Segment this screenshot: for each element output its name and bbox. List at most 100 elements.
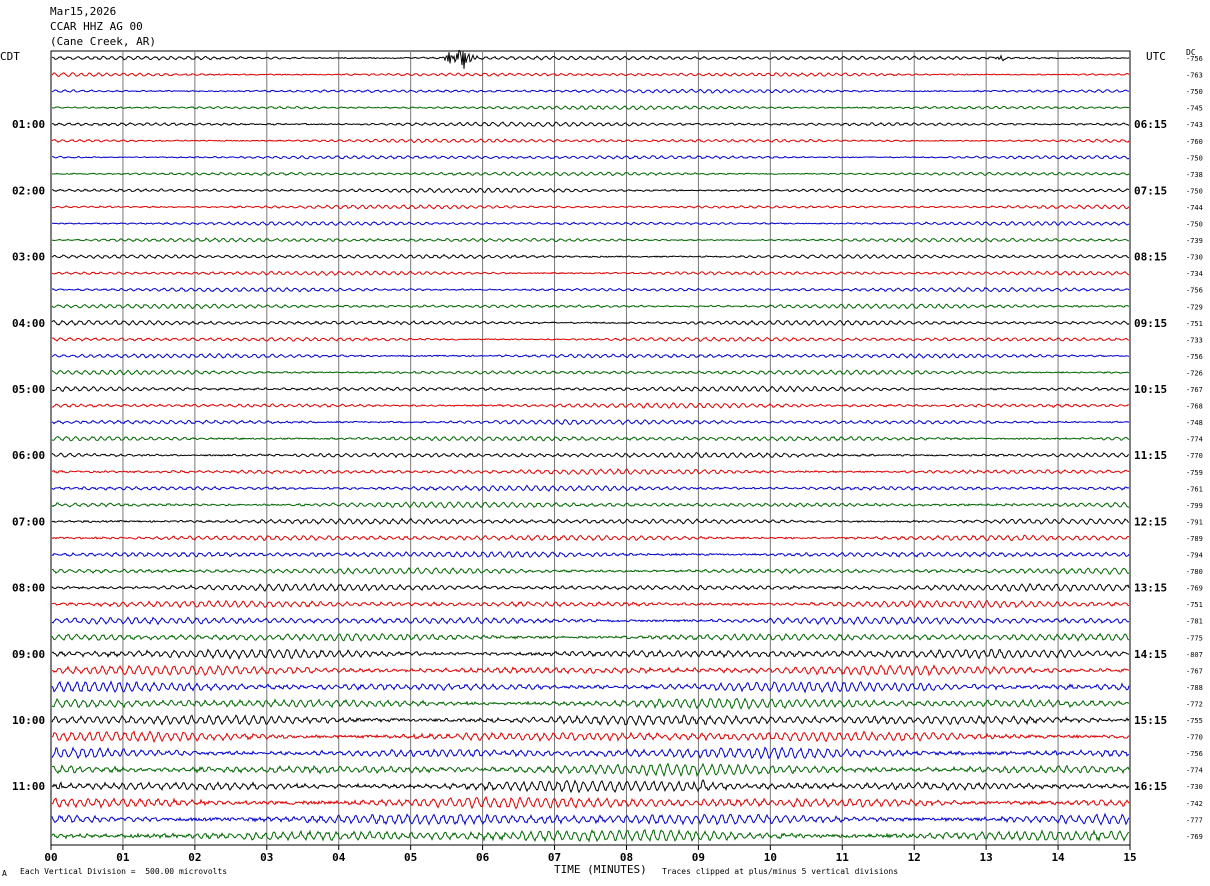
dc-header-label: DC (1186, 48, 1196, 57)
dc-offset-label: -799 (1186, 502, 1203, 510)
dc-offset-label: -756 (1186, 750, 1203, 758)
trace-row-3 (51, 105, 1130, 111)
dc-offset-label: -750 (1186, 88, 1203, 96)
trace-row-16 (51, 319, 1130, 327)
trace-row-29 (51, 534, 1130, 542)
trace-row-9 (51, 204, 1130, 210)
trace-row-10 (51, 220, 1130, 227)
left-time-label: 07:00 (12, 515, 45, 528)
left-time-label: 06:00 (12, 449, 45, 462)
trace-row-6 (51, 154, 1130, 160)
dc-offset-label: -743 (1186, 121, 1203, 129)
left-time-label: 10:00 (12, 714, 45, 727)
trace-row-36 (51, 648, 1130, 660)
x-tick-label-09: 09 (692, 851, 705, 864)
x-tick-label-07: 07 (548, 851, 561, 864)
dc-offset-label: -726 (1186, 369, 1203, 377)
header-station: CCAR HHZ AG 00 (50, 20, 143, 33)
trace-row-26 (51, 484, 1130, 492)
right-timezone-label: UTC (1146, 50, 1166, 63)
dc-offset-label: -789 (1186, 535, 1203, 543)
trace-row-43 (51, 762, 1130, 778)
left-time-label: 01:00 (12, 118, 45, 131)
left-time-label: 03:00 (12, 251, 45, 264)
right-time-label: 07:15 (1134, 184, 1167, 197)
trace-row-21 (51, 402, 1130, 409)
trace-row-5 (51, 138, 1130, 144)
trace-row-47 (51, 828, 1130, 843)
trace-row-40 (51, 714, 1130, 727)
dc-offset-label: -772 (1186, 700, 1203, 708)
dc-offset-label: -774 (1186, 436, 1203, 444)
dc-offset-label: -742 (1186, 800, 1203, 808)
trace-row-1 (51, 72, 1130, 78)
dc-offset-label: -769 (1186, 585, 1203, 593)
dc-offset-label: -734 (1186, 270, 1203, 278)
dc-offset-label: -774 (1186, 767, 1203, 775)
dc-offset-label: -730 (1186, 254, 1203, 262)
trace-row-13 (51, 270, 1130, 276)
dc-offset-label: -761 (1186, 485, 1203, 493)
right-time-label: 12:15 (1134, 515, 1167, 528)
dc-offset-label: -745 (1186, 105, 1203, 113)
trace-row-44 (51, 779, 1130, 794)
trace-row-46 (51, 812, 1130, 826)
left-time-label: 05:00 (12, 383, 45, 396)
trace-row-41 (51, 730, 1130, 744)
dc-offset-label: -730 (1186, 783, 1203, 791)
dc-offset-label: -767 (1186, 386, 1203, 394)
x-tick-label-11: 11 (836, 851, 850, 864)
trace-row-22 (51, 419, 1130, 426)
trace-row-24 (51, 451, 1130, 459)
trace-row-33 (51, 599, 1130, 609)
dc-offset-label: -759 (1186, 469, 1203, 477)
dc-offset-label: -756 (1186, 55, 1203, 63)
plot-frame (50, 50, 1131, 846)
trace-row-18 (51, 352, 1130, 359)
trace-row-35 (51, 632, 1130, 642)
x-axis-ticks: 00 01 02 03 04 05 06 07 08 09 10 11 12 13 14 15 (44, 845, 1137, 864)
trace-row-20 (51, 385, 1130, 393)
x-tick-label-00: 00 (44, 851, 57, 864)
right-time-labels: 06:15 07:15 08:15 09:15 10:15 11:15 12:15 13:15… (1134, 118, 1167, 793)
dc-offset-label: -760 (1186, 138, 1203, 146)
x-tick-label-05: 05 (404, 851, 417, 864)
dc-offset-label: -755 (1186, 717, 1203, 725)
trace-row-45 (51, 795, 1130, 810)
trace-row-23 (51, 435, 1130, 442)
x-tick-label-06: 06 (476, 851, 490, 864)
dc-offset-label: -750 (1186, 154, 1203, 162)
dc-offset-label: -751 (1186, 320, 1203, 328)
dc-offset-label: -748 (1186, 419, 1203, 427)
dc-offset-label: -770 (1186, 734, 1203, 742)
dc-offset-label: -767 (1186, 667, 1203, 675)
header-location: (Cane Creek, AR) (50, 35, 156, 48)
left-timezone-label: CDT (0, 50, 20, 63)
x-tick-label-04: 04 (332, 851, 346, 864)
trace-row-17 (51, 336, 1130, 342)
dc-offset-label: -777 (1186, 816, 1203, 824)
trace-row-12 (51, 253, 1130, 260)
left-time-label: 04:00 (12, 317, 45, 330)
dc-offset-label: -739 (1186, 237, 1203, 245)
dc-offset-label: -769 (1186, 833, 1203, 841)
dc-offset-labels: -756 -763 -750 -745 -743 -760 -750 -738 -750 -744… (1186, 55, 1203, 841)
trace-row-11 (51, 237, 1130, 243)
dc-offset-label: -780 (1186, 568, 1203, 576)
dc-offset-label: -744 (1186, 204, 1203, 212)
x-tick-label-08: 08 (620, 851, 633, 864)
trace-row-37 (51, 664, 1130, 677)
trace-row-28 (51, 517, 1130, 525)
trace-row-25 (51, 468, 1130, 476)
dc-offset-label: -788 (1186, 684, 1203, 692)
trace-row-39 (51, 697, 1130, 710)
x-tick-label-13: 13 (980, 851, 993, 864)
left-time-label: 08:00 (12, 582, 45, 595)
x-axis-title: TIME (MINUTES) (554, 863, 647, 876)
x-tick-label-14: 14 (1051, 851, 1065, 864)
footer-clip-note: Traces clipped at plus/minus 5 vertical … (662, 867, 899, 876)
left-time-label: 02:00 (12, 184, 45, 197)
left-time-label: 11:00 (12, 780, 45, 793)
seismic-traces (51, 49, 1130, 843)
dc-offset-label: -738 (1186, 171, 1203, 179)
